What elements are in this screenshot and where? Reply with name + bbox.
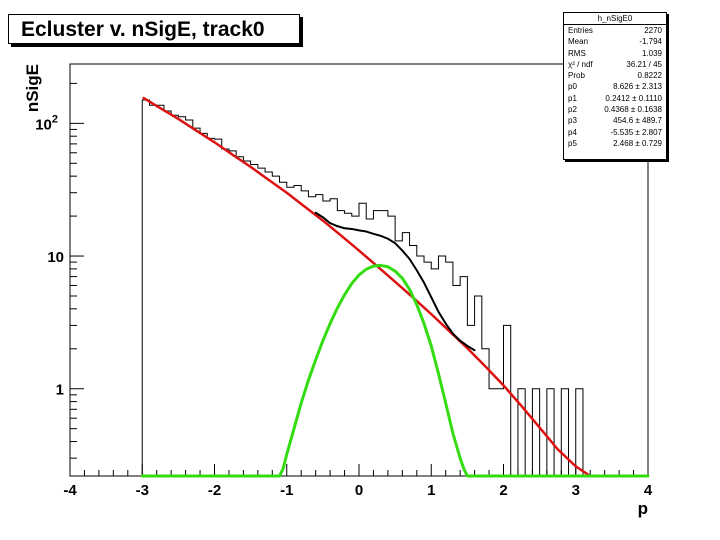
y-axis-label: nSigE: [23, 64, 42, 112]
x-tick-label: -1: [280, 482, 293, 499]
stats-key: p5: [568, 138, 577, 148]
x-tick-label: 1: [427, 482, 435, 499]
x-axis-label: p: [638, 499, 648, 518]
stats-value: 2270: [644, 26, 662, 35]
stats-row: p5 2.468 ± 0.729: [564, 138, 666, 149]
stats-value: 8.626 ± 2.313: [613, 82, 662, 92]
histogram-outline: [141, 99, 591, 477]
stats-row: p0 8.626 ± 2.313: [564, 81, 666, 92]
stats-value: 2.468 ± 0.729: [613, 138, 662, 148]
x-tick-label: 2: [499, 482, 507, 499]
stats-value: 0.8222: [637, 71, 662, 81]
y-tick-label: 10: [47, 249, 64, 266]
stats-key: Prob: [568, 71, 585, 81]
y-tick-label: 102: [35, 113, 58, 133]
stats-value: 0.2412 ± 0.1110: [605, 93, 662, 103]
x-tick-label: -3: [136, 482, 149, 499]
stats-value: 0.4368 ± 0.1638: [604, 105, 662, 115]
stats-key: χ² / ndf: [568, 59, 593, 69]
stats-row: RMS 1.039: [564, 48, 666, 59]
title-box: Ecluster v. nSigE, track0: [8, 14, 300, 44]
axes: -4 -3 -2 -1 0 1 2 3 4 1 10 102 p nSigE: [23, 63, 653, 518]
x-tick-label: -4: [63, 482, 77, 499]
chart-marks: [140, 96, 650, 478]
stats-rows: Entries 2270 Mean -1.794 RMS 1.039 χ² / ndf 36.…: [564, 25, 666, 149]
stats-row: p2 0.4368 ± 0.1638: [564, 104, 666, 115]
stats-value: -1.794: [639, 37, 662, 47]
stats-row: Prob 0.8222: [564, 70, 666, 81]
stats-row: χ² / ndf 36.21 / 45: [564, 59, 666, 70]
stats-value: 454.6 ± 489.7: [613, 116, 662, 126]
stats-value: 1.039: [641, 48, 662, 58]
background-fit-line: [142, 96, 592, 478]
stats-row: p1 0.2412 ± 0.1110: [564, 93, 666, 104]
stats-box: h_nSigE0 Entries 2270 Mean -1.794 RMS 1.039 χ²…: [563, 12, 667, 160]
stats-row: p3 454.6 ± 489.7: [564, 115, 666, 126]
stats-title: h_nSigE0: [564, 13, 666, 25]
stats-row: Mean -1.794: [564, 36, 666, 47]
stats-key: p1: [568, 93, 577, 103]
stats-key: Entries: [568, 26, 593, 35]
x-tick-label: 3: [572, 482, 580, 499]
stats-key: p2: [568, 105, 577, 115]
stats-row: Entries 2270: [564, 25, 666, 36]
stats-key: p3: [568, 116, 577, 126]
stats-key: p4: [568, 127, 577, 137]
stats-row: p4 -5.535 ± 2.807: [564, 127, 666, 138]
stats-key: RMS: [568, 48, 586, 58]
signal-fit-line: [140, 263, 650, 478]
total-fit-line: [314, 211, 476, 352]
chart-title: Ecluster v. nSigE, track0: [21, 18, 265, 41]
x-tick-label: -2: [208, 482, 221, 499]
x-tick-label: 0: [355, 482, 363, 499]
x-tick-label: 4: [644, 482, 653, 499]
stats-key: Mean: [568, 37, 589, 47]
stats-value: -5.535 ± 2.807: [610, 127, 662, 137]
y-tick-label: 1: [56, 382, 64, 399]
stats-value: 36.21 / 45: [626, 59, 662, 69]
stats-key: p0: [568, 82, 577, 92]
